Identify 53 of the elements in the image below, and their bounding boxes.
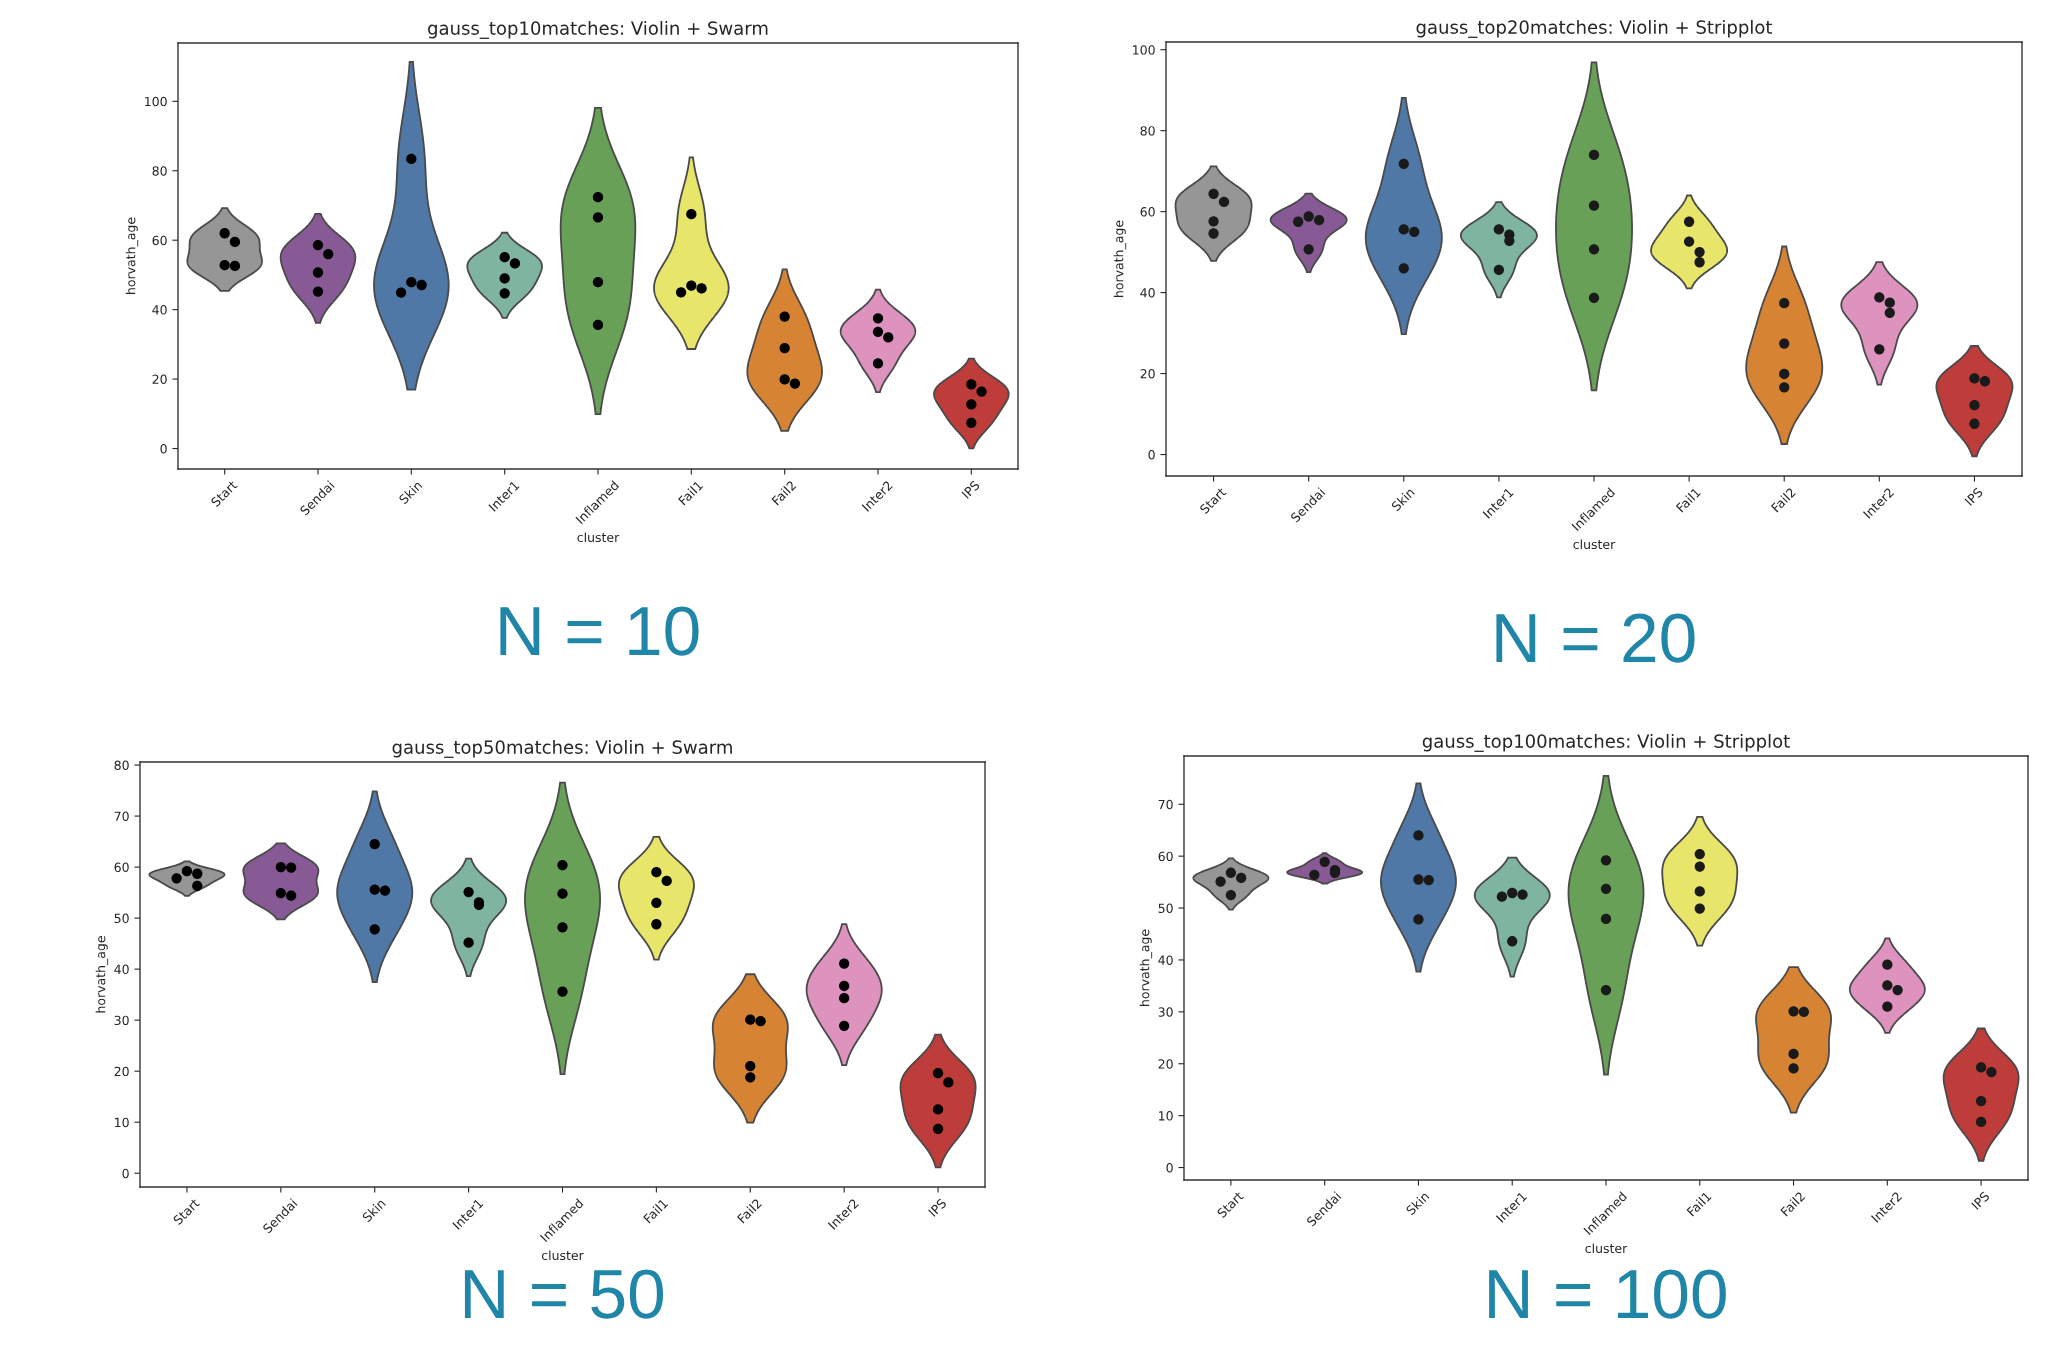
x-tick-label: IPS [928,1198,947,1217]
y-tick-label: 30 [114,1015,129,1026]
x-axis-title: cluster [1585,1243,1628,1254]
y-tick-label: 20 [1140,369,1155,379]
chart-title: gauss_top20matches: Violin + Stripplot [1416,19,1773,38]
y-tick-label: 50 [114,913,129,924]
chart-title: gauss_top50matches: Violin + Swarm [392,739,732,758]
y-tick-label: 80 [152,166,167,176]
text: N = 20 [1496,613,1695,663]
chart-title: gauss_top100matches: Violin + Stripplot [1422,733,1790,752]
x-tick-label: Skin [398,480,423,505]
y-tick-label: 10 [1159,1111,1173,1121]
x-tick-label: IPS [961,480,981,499]
y-tick-label: 30 [1158,1007,1173,1017]
y-tick-label: 0 [1148,450,1155,460]
y-tick-label: 70 [114,811,129,822]
text: N = 100 [1489,1269,1726,1319]
y-axis-title: horvath_age [95,936,109,1013]
y-tick-label: 0 [1166,1163,1173,1173]
y-tick-label: 60 [114,862,129,873]
y-tick-label: 60 [1158,851,1173,862]
x-tick-label: Skin [1390,487,1415,512]
y-tick-label: 80 [1140,126,1155,136]
text: N = 10 [500,606,699,656]
y-axis-title: horvath_age [1139,929,1153,1006]
x-axis-title: cluster [577,532,620,543]
y-tick-label: 20 [1158,1059,1173,1069]
y-tick-label: 20 [152,374,167,384]
y-tick-label: 50 [1158,903,1173,913]
y-tick-label: 40 [114,964,129,975]
y-tick-label: 70 [1158,799,1173,810]
y-tick-label: 80 [114,760,129,770]
y-tick-label: 0 [122,1168,129,1179]
y-tick-label: 60 [1140,207,1155,217]
x-tick-label: Skin [361,1198,386,1223]
x-tick-label: Skin [1405,1191,1430,1216]
y-tick-label: 40 [152,305,167,315]
y-axis-title: horvath_age [1113,220,1127,297]
y-tick-label: 40 [1140,288,1155,298]
x-axis-title: cluster [1573,539,1616,550]
y-tick-label: 100 [145,96,167,107]
x-tick-label: IPS [1971,1191,1990,1210]
y-axis-title: horvath_age [125,217,139,294]
y-tick-label: 100 [1133,45,1155,55]
text: N = 50 [464,1269,664,1319]
x-axis-title: cluster [541,1250,584,1261]
y-tick-label: 0 [160,443,167,454]
y-tick-label: 60 [152,235,167,246]
y-tick-label: 10 [115,1117,129,1128]
y-tick-label: 20 [114,1066,129,1077]
chart-title: gauss_top10matches: Violin + Swarm [428,20,768,39]
y-tick-label: 40 [1158,955,1173,965]
x-tick-label: IPS [1964,487,1984,506]
